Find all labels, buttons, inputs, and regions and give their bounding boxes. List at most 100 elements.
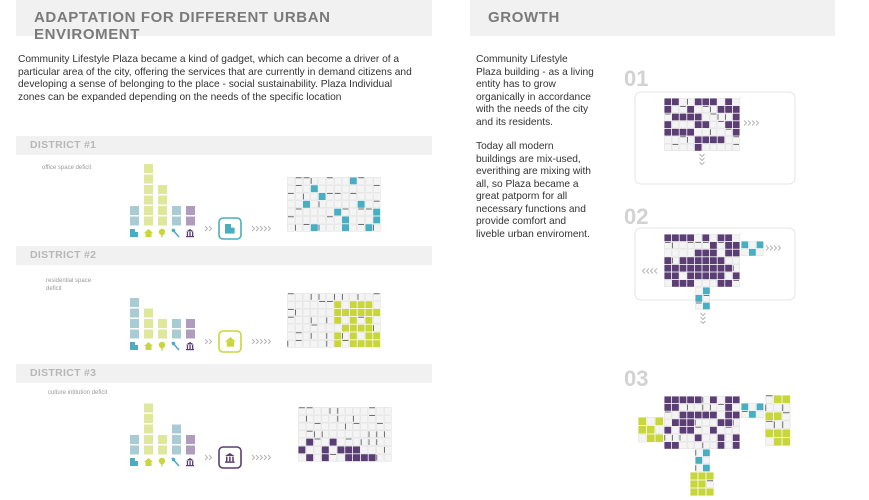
- grid-cell: [638, 425, 647, 434]
- bar-square: [158, 319, 167, 328]
- grid-cell: [698, 488, 706, 496]
- grid-cell: [313, 454, 322, 462]
- grid-cell: [287, 301, 295, 309]
- grid-cell: [298, 454, 306, 462]
- grid-cell: [702, 294, 711, 303]
- grid-cell: [318, 208, 326, 216]
- grid-cell: [352, 415, 361, 423]
- grid-cell: [687, 426, 694, 434]
- grid-cell: [287, 324, 295, 332]
- grid-cell: [702, 426, 710, 434]
- district-2-label: DISTRICT #2: [30, 249, 97, 261]
- grid-cell: [329, 430, 337, 438]
- grid-cell: [326, 293, 334, 301]
- right-text: Community Lifestyle Plaza building - as …: [476, 54, 594, 253]
- grid-cell: [702, 441, 710, 450]
- grid-cell: [679, 128, 687, 136]
- street-lines: [634, 91, 796, 185]
- grid-cell: [687, 113, 694, 121]
- grid-cell: [702, 419, 710, 427]
- grid-cell: [710, 242, 717, 249]
- tools-icon: [171, 228, 180, 238]
- grid-cell: [365, 293, 373, 301]
- grid-cell: [679, 249, 687, 257]
- grid-cell: [709, 120, 718, 129]
- grid-cell: [349, 293, 357, 301]
- grid-cell: [373, 332, 381, 340]
- grid-cell: [671, 257, 680, 265]
- grid-cell: [306, 446, 314, 454]
- grid-cell: [664, 136, 672, 144]
- grid-cell: [717, 136, 725, 144]
- grid-cell: [368, 422, 376, 431]
- grid-cell: [357, 301, 365, 309]
- grid-cell: [345, 438, 353, 446]
- grid-cell: [694, 441, 702, 450]
- grid-cell: [306, 438, 314, 446]
- grid-cell: [326, 192, 334, 201]
- grid-cell: [773, 437, 782, 446]
- grid-cell: [365, 301, 373, 309]
- bar-square: [186, 216, 195, 226]
- grid-cell: [773, 395, 782, 404]
- grid-cell: [732, 434, 740, 442]
- grid-cell: [384, 430, 392, 438]
- house-icon: [144, 342, 153, 350]
- grid-cell: [352, 430, 361, 438]
- grid-cell: [717, 106, 725, 113]
- grid-cell: [310, 293, 318, 301]
- grid-cell: [702, 411, 710, 419]
- grid-cell: [310, 224, 318, 232]
- museum-icon: [186, 458, 194, 467]
- grid-cell: [725, 257, 733, 265]
- grid-cell: [349, 316, 357, 324]
- grid-cell: [706, 472, 714, 480]
- grid-cell: [287, 332, 295, 340]
- grid-cell: [702, 434, 710, 442]
- bar-square: [130, 308, 139, 318]
- museum-icon: [186, 342, 194, 351]
- grid-cell: [702, 396, 710, 404]
- grid-cell: [664, 249, 672, 257]
- grid-cell: [687, 128, 694, 136]
- grid-cell: [671, 241, 680, 250]
- grid-cell: [732, 242, 740, 249]
- grid-cell: [384, 446, 392, 454]
- grid-cell: [695, 457, 703, 464]
- grid-cell: [694, 403, 702, 412]
- grid-cell: [725, 411, 732, 419]
- step-number-2: 02: [624, 204, 648, 229]
- grid-cell: [295, 208, 303, 216]
- grid-cell: [295, 316, 303, 324]
- grid-cell: [694, 396, 702, 404]
- left-intro: Community Lifestyle Plaza became a kind …: [18, 54, 413, 116]
- grid-cell: [345, 454, 353, 462]
- grid-cell: [321, 454, 329, 462]
- grid-cell: [710, 264, 717, 272]
- grid-cell: [357, 177, 365, 185]
- grid-cell: [773, 403, 782, 412]
- grid-cell: [690, 480, 698, 488]
- grid-cell: [782, 429, 791, 438]
- grid-cell: [287, 223, 295, 232]
- bar-square: [144, 164, 153, 173]
- grid-cell: [732, 249, 740, 257]
- growth-3-east-wing: [741, 403, 764, 419]
- grid-cell: [341, 316, 350, 324]
- bar-square: [172, 445, 181, 455]
- grid-cell: [342, 224, 349, 232]
- grid-cell: [357, 309, 365, 316]
- grid-cell: [694, 426, 702, 434]
- grid-cell: [710, 136, 717, 144]
- grid-cell: [679, 98, 687, 106]
- grid-cell: [773, 429, 782, 438]
- grid-cell: [687, 106, 694, 113]
- bar-square: [144, 435, 153, 444]
- grid-cell: [360, 430, 368, 438]
- grid-cell: [709, 419, 718, 427]
- grid-cell: [365, 309, 373, 316]
- grid-cell: [732, 396, 740, 404]
- grid-cell: [664, 279, 672, 288]
- grid-cell: [732, 403, 740, 412]
- grid-cell: [302, 223, 311, 232]
